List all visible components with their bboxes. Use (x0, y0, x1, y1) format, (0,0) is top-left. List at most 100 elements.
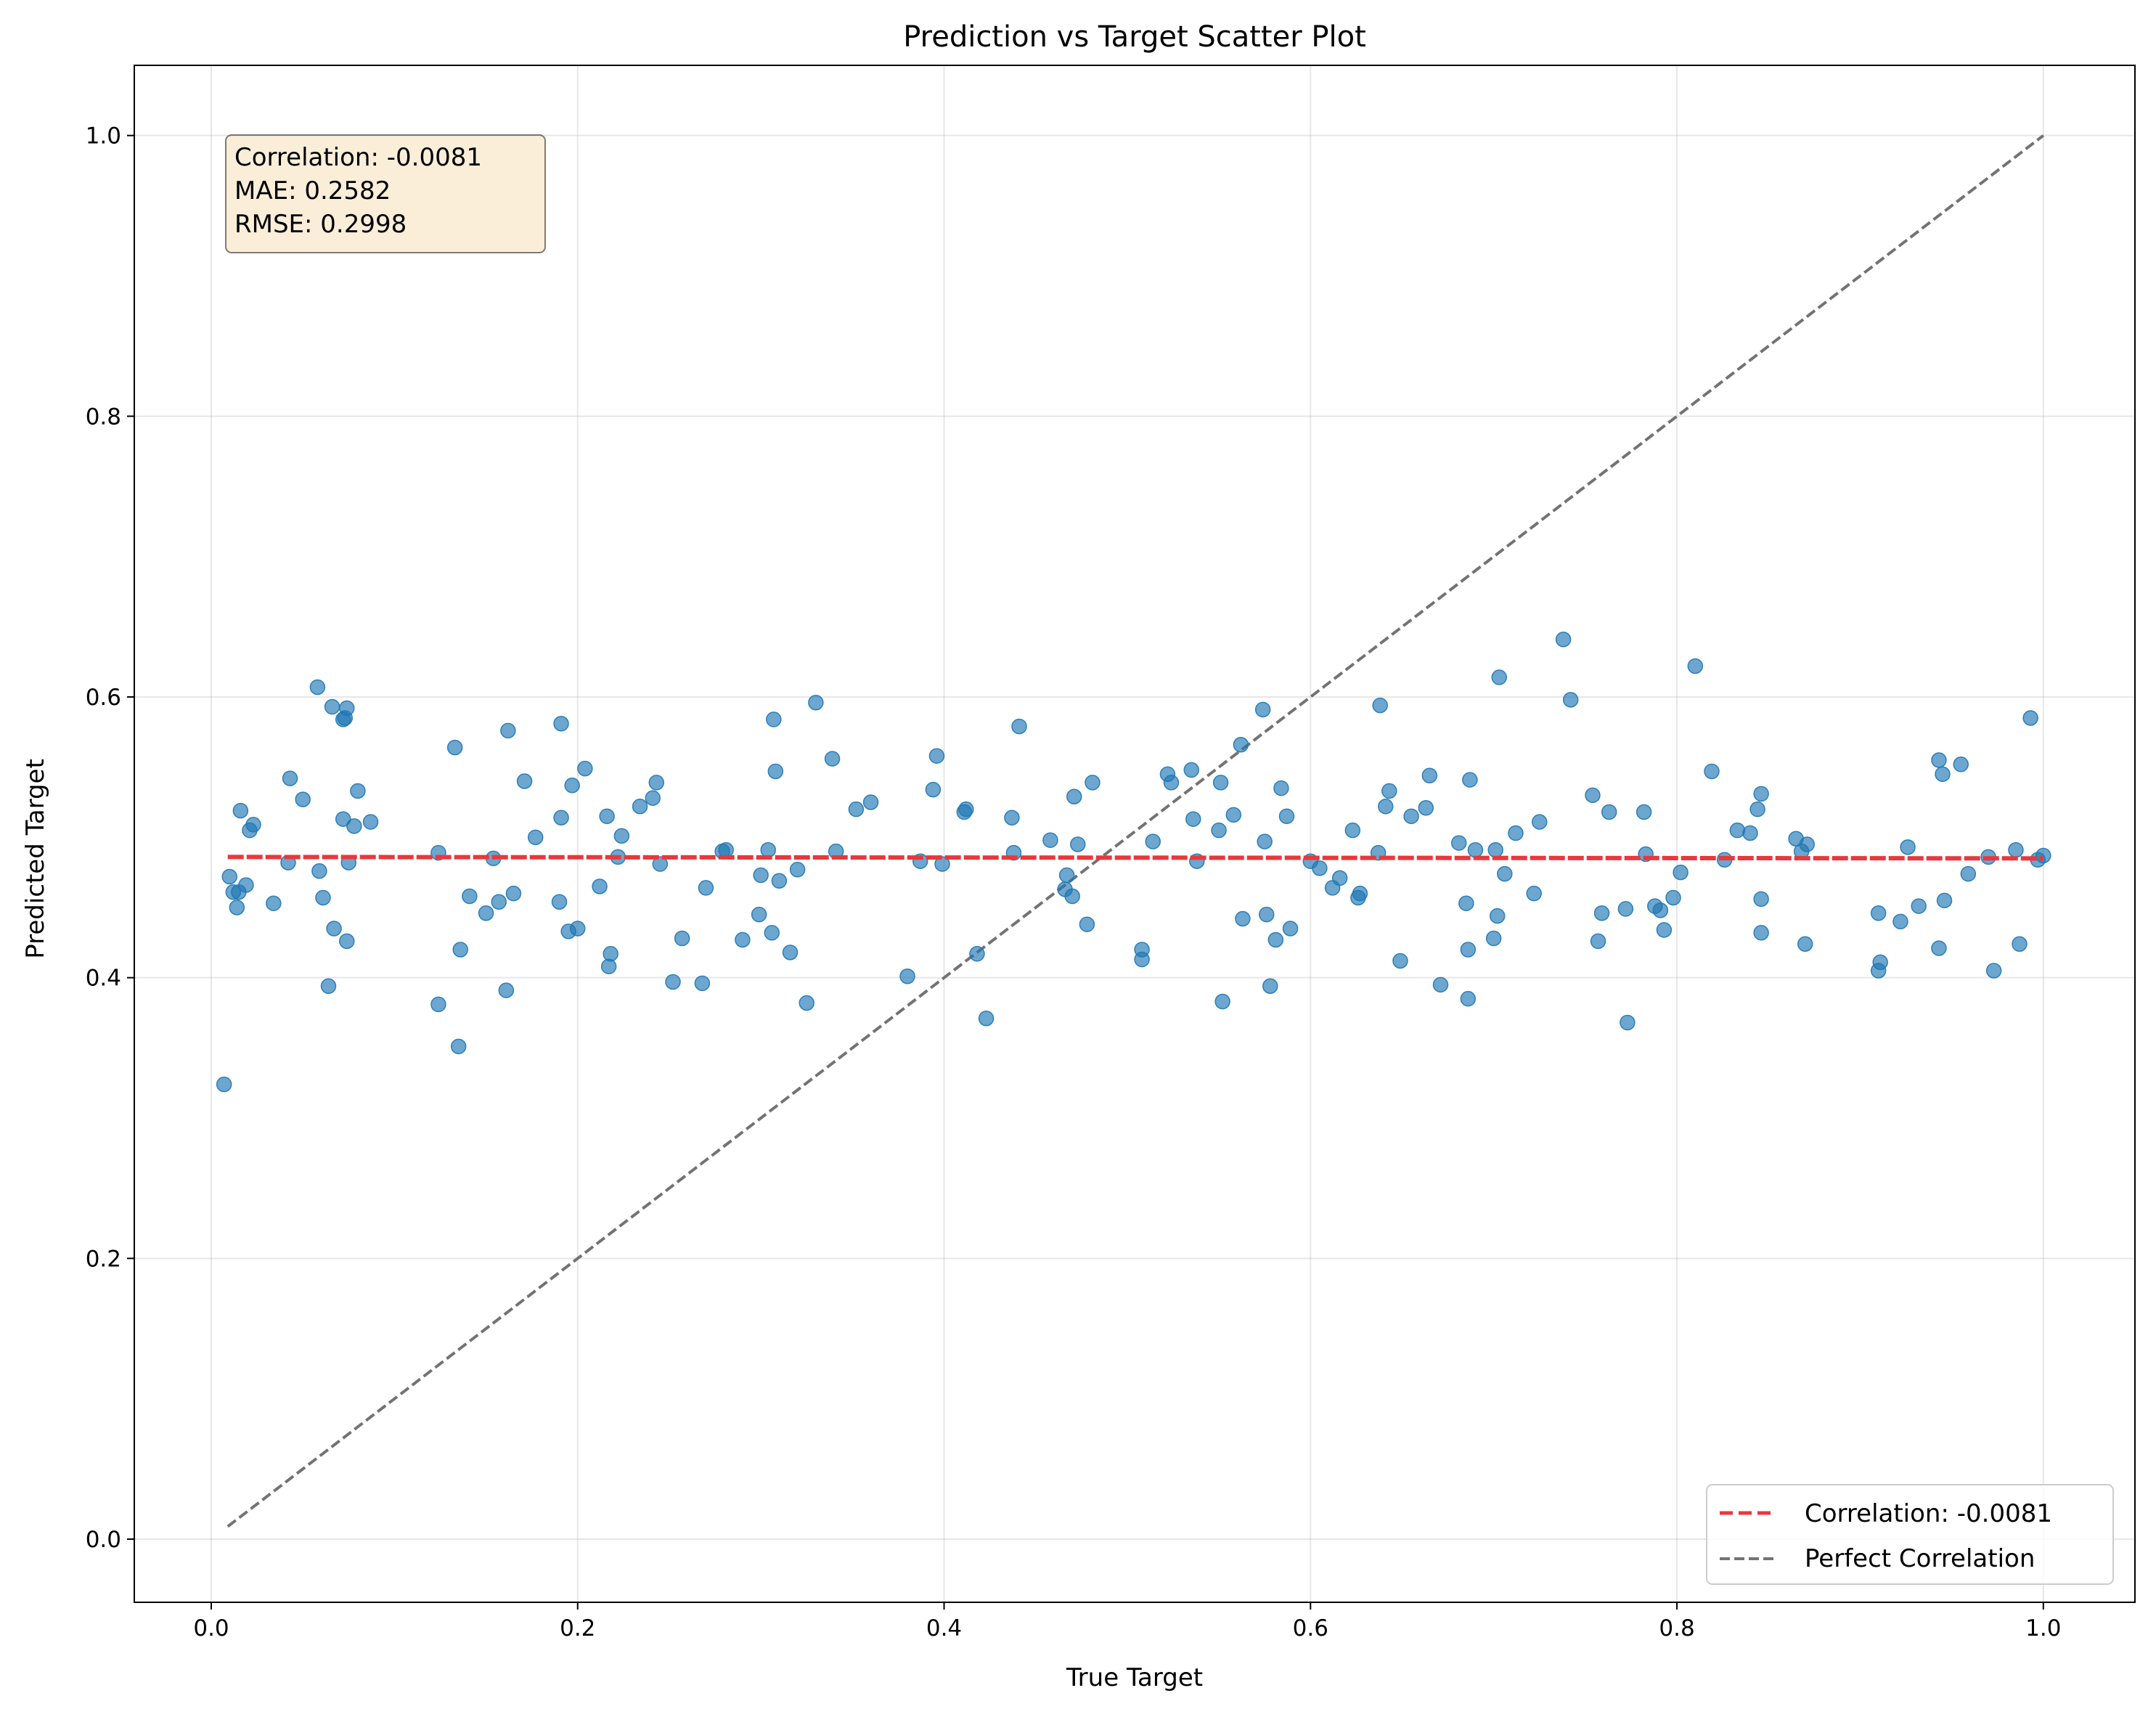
scatter-point-44 (553, 715, 569, 732)
x-tick-label-3: 0.6 (1293, 1615, 1328, 1641)
scatter-point-168 (1687, 658, 1704, 674)
scatter-point-156 (1590, 933, 1606, 950)
scatter-point-192 (1960, 865, 1977, 882)
scatter-point-31 (450, 1038, 467, 1055)
scatter-point-172 (1742, 825, 1758, 841)
x-tick-label-5: 1.0 (2025, 1615, 2061, 1641)
perfect-correlation-line (226, 134, 2045, 1528)
scatter-point-137 (1421, 767, 1438, 784)
scatter-point-173 (1749, 801, 1765, 817)
y-tick-label-1: 0.2 (86, 1246, 121, 1272)
scatter-point-117 (1258, 906, 1275, 923)
scatter-point-175 (1753, 925, 1769, 941)
legend: Correlation: -0.0081 Perfect Correlation (1706, 1484, 2114, 1585)
scatter-point-34 (478, 905, 494, 921)
scatter-point-135 (1403, 808, 1419, 825)
scatter-point-171 (1729, 822, 1746, 839)
scatter-point-67 (753, 867, 769, 884)
plot-frame (134, 65, 2136, 1603)
y-tick-label-2: 0.4 (86, 966, 121, 992)
scatter-point-90 (1004, 809, 1020, 826)
axis-ticks: 0.0 0.2 0.4 0.6 0.8 1.0 0.0 0.2 0.4 0.6 0.8 1.0 (86, 123, 2062, 1641)
scatter-point-97 (1066, 788, 1082, 805)
scatter-point-134 (1392, 953, 1408, 969)
scatter-point-80 (862, 794, 879, 810)
scatter-point-18 (326, 921, 342, 937)
scatter-point-33 (462, 888, 478, 905)
scatter-point-139 (1450, 835, 1467, 851)
scatter-point-70 (766, 711, 782, 727)
scatter-point-88 (969, 946, 985, 962)
scatter-point-176 (1753, 891, 1769, 908)
scatter-point-17 (324, 698, 340, 715)
scatter-point-165 (1656, 922, 1673, 938)
scatter-point-46 (564, 778, 580, 794)
scatter-point-26 (350, 783, 366, 799)
legend-frame (1706, 1484, 2114, 1585)
scatter-point-159 (1617, 901, 1634, 917)
scatter-point-30 (446, 739, 463, 756)
scatter-point-96 (1064, 888, 1080, 905)
y-tick-label-5: 1.0 (86, 123, 121, 150)
scatter-point-23 (339, 933, 355, 950)
legend-correlation-label: Correlation: -0.0081 (1805, 1499, 2052, 1528)
scatter-point-55 (632, 799, 648, 815)
scatter-point-14 (311, 862, 327, 879)
regression-line (227, 855, 2043, 861)
scatter-point-29 (430, 996, 446, 1013)
stats-correlation: Correlation: -0.0081 (234, 143, 482, 172)
scatter-point-48 (577, 760, 593, 777)
scatter-point-132 (1378, 799, 1394, 815)
scatter-point-9 (266, 895, 282, 911)
scatter-point-110 (1212, 775, 1229, 791)
scatter-point-43 (553, 809, 569, 826)
x-tick-label-4: 0.8 (1659, 1615, 1694, 1641)
scatter-point-189 (1935, 766, 1951, 783)
x-tick-label-1: 0.2 (560, 1615, 595, 1641)
scatter-point-47 (570, 921, 586, 937)
scatter-point-61 (694, 975, 711, 992)
scatter-point-161 (1636, 804, 1652, 820)
scatter-point-196 (2012, 936, 2028, 953)
scatter-point-187 (1931, 940, 1947, 956)
scatter-point-75 (799, 995, 814, 1011)
scatter-point-12 (295, 791, 311, 807)
scatter-point-105 (1163, 775, 1180, 791)
scatter-point-131 (1372, 697, 1388, 714)
scatter-point-69 (764, 925, 780, 941)
scatter-point-107 (1185, 811, 1201, 827)
scatter-point-42 (551, 894, 568, 910)
scatter-point-188 (1931, 752, 1947, 768)
stats-box-background (225, 134, 546, 253)
scatter-point-41 (527, 829, 544, 846)
stats-box: Correlation: -0.0081 MAE: 0.2582 RMSE: 0… (225, 134, 546, 253)
scatter-point-112 (1225, 807, 1242, 823)
scatter-point-84 (928, 748, 945, 764)
scatter-point-27 (362, 814, 379, 830)
scatter-point-119 (1267, 931, 1284, 948)
y-tick-label-4: 0.8 (86, 404, 121, 430)
scatter-point-39 (505, 885, 522, 902)
scatter-point-36 (491, 894, 507, 910)
scatter-point-3 (229, 900, 245, 915)
scatter-point-40 (516, 773, 533, 789)
scatter-point-169 (1704, 763, 1720, 780)
scatter-point-122 (1282, 921, 1299, 937)
scatter-point-157 (1593, 905, 1610, 921)
x-tick-label-0: 0.0 (193, 1615, 229, 1641)
scatter-point-15 (315, 889, 331, 906)
scatter-point-64 (718, 841, 734, 858)
scatter-point-95 (1058, 867, 1075, 884)
scatter-point-32 (452, 942, 468, 958)
scatter-point-115 (1254, 701, 1271, 718)
scatter-point-182 (1870, 905, 1887, 921)
scatter-point-195 (2008, 841, 2024, 858)
scatter-point-72 (771, 873, 788, 889)
scatter-point-1 (221, 868, 237, 885)
scatter-point-155 (1585, 787, 1601, 804)
scatter-point-77 (824, 751, 841, 767)
scatter-point-74 (789, 862, 806, 878)
scatter-point-62 (698, 880, 714, 896)
scatter-point-60 (674, 930, 690, 947)
